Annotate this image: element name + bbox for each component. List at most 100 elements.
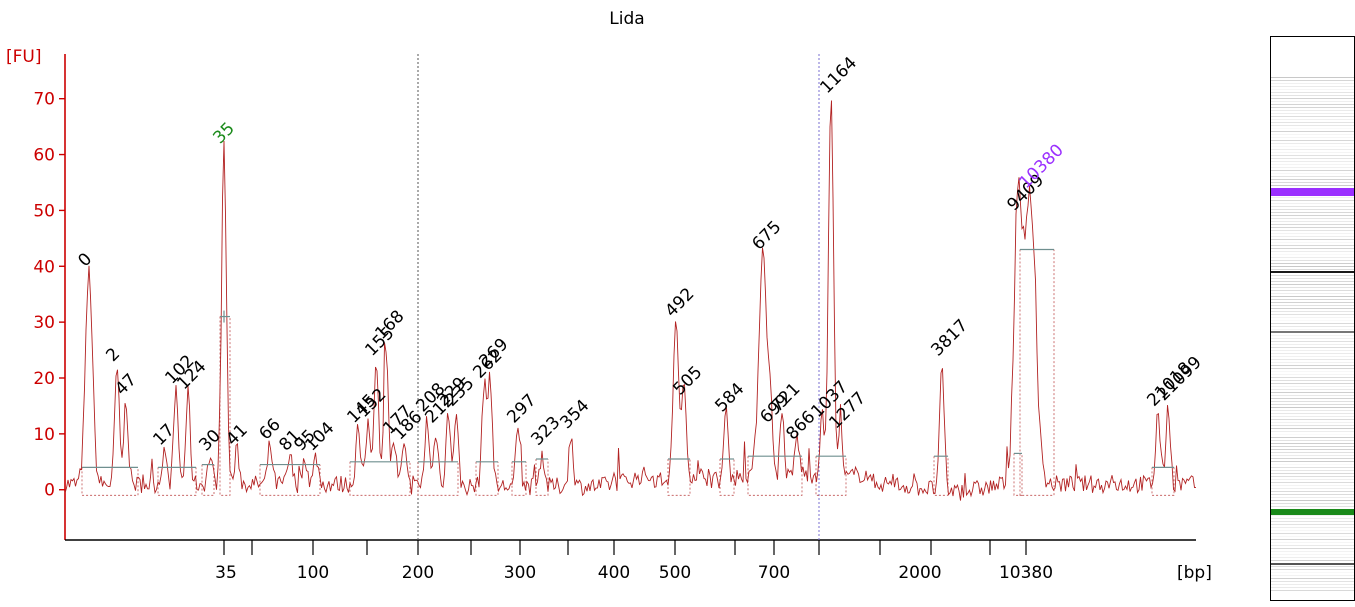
gel-faint-band [1271,410,1354,411]
peak-label: 505 [669,362,706,399]
fluorescence-trace [64,100,1197,501]
gel-faint-band [1271,539,1354,540]
peak-label: 35 [209,119,238,148]
gel-faint-band [1271,296,1354,297]
gel-faint-band [1271,176,1354,177]
gel-faint-band [1271,221,1354,222]
gel-band [1271,271,1354,273]
peak-label: 675 [748,217,785,254]
gel-faint-band [1271,83,1354,84]
x-tick-label: 700 [758,563,790,583]
gel-faint-band [1271,218,1354,219]
peak-label: 30 [195,426,224,455]
gel-faint-band [1271,530,1354,531]
gel-faint-band [1271,155,1354,156]
gel-band [1271,563,1354,565]
y-ticks: 0 10 20 30 40 50 60 70 [33,90,65,501]
gel-faint-band [1271,536,1354,537]
x-tick-label: 500 [659,563,691,583]
x-axis-label: [bp] [1177,563,1212,583]
x-tick-label: 400 [598,563,630,583]
gel-faint-band [1271,317,1354,318]
gel-faint-band [1271,110,1354,111]
gel-faint-band [1271,119,1354,120]
peak-bracket [815,456,847,496]
gel-faint-band [1271,164,1354,165]
gel-faint-band [1271,578,1354,579]
gel-faint-band [1271,308,1354,309]
gel-faint-band [1271,116,1354,117]
gel-faint-band [1271,227,1354,228]
gel-faint-band [1271,515,1354,516]
gel-faint-band [1271,245,1354,246]
peak-label: 17 [149,420,178,449]
gel-faint-band [1271,452,1354,453]
y-tick-label: 10 [33,425,55,445]
peak-bracket [1019,249,1055,496]
gel-faint-band [1271,338,1354,339]
gel-faint-band [1271,584,1354,585]
peak-label: 2 [102,344,124,366]
gel-faint-band [1271,407,1354,408]
gel-faint-band [1271,137,1354,138]
gel-faint-band [1271,143,1354,144]
gel-faint-band [1271,326,1354,327]
gel-faint-band [1271,323,1354,324]
gel-faint-band [1271,311,1354,312]
gel-faint-band [1271,92,1354,93]
peak-bracket [1013,453,1023,496]
gel-faint-band [1271,149,1354,150]
gel-faint-band [1271,449,1354,450]
gel-faint-band [1271,545,1354,546]
gel-band [1271,331,1354,333]
gel-faint-band [1271,293,1354,294]
gel-faint-band [1271,401,1354,402]
x-tick-label: 2000 [898,563,941,583]
y-tick-label: 20 [33,369,55,389]
gel-faint-band [1271,548,1354,549]
gel-faint-band [1271,446,1354,447]
peak-bracket [511,461,527,496]
y-tick-label: 30 [33,313,55,333]
gel-faint-band [1271,464,1354,465]
gel-faint-band [1271,224,1354,225]
x-tick-label: 10380 [999,563,1053,583]
y-axis-label: [FU] [6,47,42,67]
gel-faint-band [1271,89,1354,90]
gel-faint-band [1271,200,1354,201]
gel-faint-band [1271,518,1354,519]
gel-faint-band [1271,302,1354,303]
peak-label: 41 [222,420,251,449]
peak-label: 584 [711,379,748,416]
gel-faint-band [1271,557,1354,558]
gel-faint-band [1271,170,1354,171]
y-tick-label: 70 [33,90,55,110]
gel-faint-band [1271,476,1354,477]
gel-faint-band [1271,107,1354,108]
y-tick-label: 0 [44,481,55,501]
peak-bracket [719,459,735,496]
x-tick-label: 100 [297,563,329,583]
gel-faint-band [1271,86,1354,87]
gel-faint-band [1271,128,1354,129]
gel-faint-band [1271,467,1354,468]
gel-faint-band [1271,101,1354,102]
gel-faint-band [1271,266,1354,267]
gel-faint-band [1271,353,1354,354]
gel-faint-band [1271,257,1354,258]
gel-faint-band [1271,242,1354,243]
gel-faint-band [1271,590,1354,591]
gel-faint-band [1271,173,1354,174]
y-tick-label: 50 [33,201,55,221]
peak-label: 3817 [927,316,972,361]
gel-faint-band [1271,482,1354,483]
gel-faint-band [1271,212,1354,213]
gel-faint-band [1271,347,1354,348]
gel-faint-band [1271,419,1354,420]
gel-faint-band [1271,284,1354,285]
gel-faint-band [1271,506,1354,507]
gel-faint-band [1271,371,1354,372]
gel-faint-band [1271,236,1354,237]
